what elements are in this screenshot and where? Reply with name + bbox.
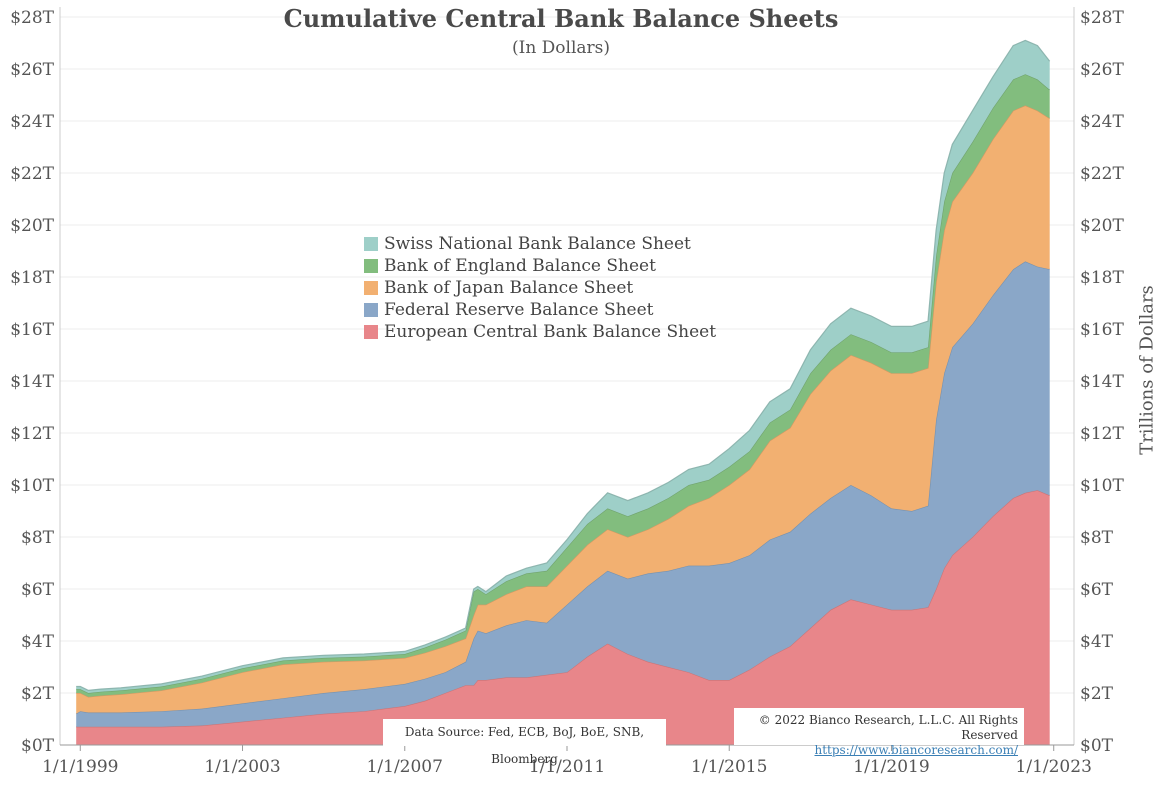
y-tick-label-right: $6T bbox=[1080, 580, 1114, 600]
y-tick-label-right: $4T bbox=[1080, 632, 1114, 652]
y-tick-label-right: $28T bbox=[1080, 8, 1124, 28]
y-tick-label-left: $0T bbox=[21, 736, 55, 756]
stacked-areas bbox=[75, 39, 1051, 745]
copyright-text: © 2022 Bianco Research, L.L.C. All Right… bbox=[758, 713, 1018, 742]
legend-swatch bbox=[364, 303, 378, 317]
y-tick-label-left: $12T bbox=[10, 424, 54, 444]
x-tick-label: 1/1/2003 bbox=[204, 757, 280, 777]
y-ticks-right: $0T $2T $4T $6T $8T $10T $12T $14T $16T $18T $20T $… bbox=[1080, 8, 1124, 756]
y-tick-label-right: $18T bbox=[1080, 268, 1124, 288]
y-tick-label-left: $10T bbox=[10, 476, 54, 496]
legend-label: Bank of Japan Balance Sheet bbox=[384, 278, 634, 298]
area-series bbox=[76, 490, 1050, 745]
legend-item: European Central Bank Balance Sheet bbox=[364, 321, 716, 343]
y-tick-label-right: $16T bbox=[1080, 320, 1124, 340]
y-tick-label-right: $12T bbox=[1080, 424, 1124, 444]
x-tick-label: 1/1/2011 bbox=[529, 757, 605, 777]
legend-item: Bank of Japan Balance Sheet bbox=[364, 277, 716, 299]
y-tick-label-right: $14T bbox=[1080, 372, 1124, 392]
y-tick-label-left: $20T bbox=[10, 216, 54, 236]
y-tick-label-right: $22T bbox=[1080, 164, 1124, 184]
legend-item: Bank of England Balance Sheet bbox=[364, 255, 716, 277]
y-tick-label-left: $4T bbox=[21, 632, 55, 652]
y-tick-label-right: $2T bbox=[1080, 684, 1114, 704]
legend-label: Swiss National Bank Balance Sheet bbox=[384, 234, 691, 254]
y-tick-label-right: $26T bbox=[1080, 60, 1124, 80]
legend-swatch bbox=[364, 325, 378, 339]
x-tick-label: 1/1/2019 bbox=[853, 757, 929, 777]
y-tick-label-right: $0T bbox=[1080, 736, 1114, 756]
copyright-box: © 2022 Bianco Research, L.L.C. All Right… bbox=[734, 708, 1024, 757]
area-series bbox=[76, 261, 1050, 727]
y-tick-label-right: $24T bbox=[1080, 112, 1124, 132]
y-tick-label-right: $10T bbox=[1080, 476, 1124, 496]
area-series bbox=[76, 105, 1050, 714]
area-series-edge bbox=[76, 39, 1051, 692]
chart-title: Cumulative Central Bank Balance Sheets bbox=[283, 4, 839, 33]
y-tick-label-right: $20T bbox=[1080, 216, 1124, 236]
chart-subtitle: (In Dollars) bbox=[511, 38, 611, 58]
x-tick-label: 1/1/1999 bbox=[42, 757, 118, 777]
website-link[interactable]: https://www.biancoresearch.com/ bbox=[814, 743, 1018, 757]
legend-swatch bbox=[364, 237, 378, 251]
y-tick-label-left: $22T bbox=[10, 164, 54, 184]
gridlines bbox=[60, 16, 1074, 694]
legend-label: Bank of England Balance Sheet bbox=[384, 256, 656, 276]
y-tick-label-right: $8T bbox=[1080, 528, 1114, 548]
x-ticks: 1/1/1999 1/1/2003 1/1/2007 1/1/2011 1/1/2015… bbox=[42, 745, 1092, 777]
chart-legend: Swiss National Bank Balance Sheet Bank of… bbox=[364, 233, 716, 343]
y-axis-label-right: Trillions of Dollars bbox=[1136, 285, 1158, 455]
y-tick-label-left: $28T bbox=[10, 8, 54, 28]
y-tick-label-left: $24T bbox=[10, 112, 54, 132]
y-ticks-left: $0T $2T $4T $6T $8T $10T $12T $14T $16T $18T $20T $… bbox=[10, 8, 54, 756]
legend-swatch bbox=[364, 259, 378, 273]
y-tick-label-left: $18T bbox=[10, 268, 54, 288]
y-tick-label-left: $8T bbox=[21, 528, 55, 548]
x-tick-label: 1/1/2015 bbox=[691, 757, 767, 777]
y-tick-label-left: $14T bbox=[10, 372, 54, 392]
y-tick-label-left: $6T bbox=[21, 580, 55, 600]
y-tick-label-left: $16T bbox=[10, 320, 54, 340]
x-tick-label: 1/1/2007 bbox=[367, 757, 443, 777]
legend-label: Federal Reserve Balance Sheet bbox=[384, 300, 654, 320]
y-tick-label-left: $26T bbox=[10, 60, 54, 80]
legend-item: Federal Reserve Balance Sheet bbox=[364, 299, 716, 321]
y-tick-label-left: $2T bbox=[21, 684, 55, 704]
data-source-note: Data Source: Fed, ECB, BoJ, BoE, SNB, Bl… bbox=[383, 719, 666, 766]
legend-label: European Central Bank Balance Sheet bbox=[384, 322, 717, 342]
legend-item: Swiss National Bank Balance Sheet bbox=[364, 233, 716, 255]
legend-swatch bbox=[364, 281, 378, 295]
x-tick-label: 1/1/2023 bbox=[1016, 757, 1092, 777]
